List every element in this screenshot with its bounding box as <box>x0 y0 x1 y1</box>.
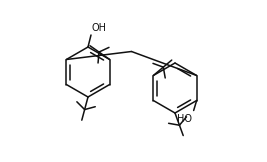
Text: OH: OH <box>92 23 107 33</box>
Text: HO: HO <box>177 114 192 123</box>
